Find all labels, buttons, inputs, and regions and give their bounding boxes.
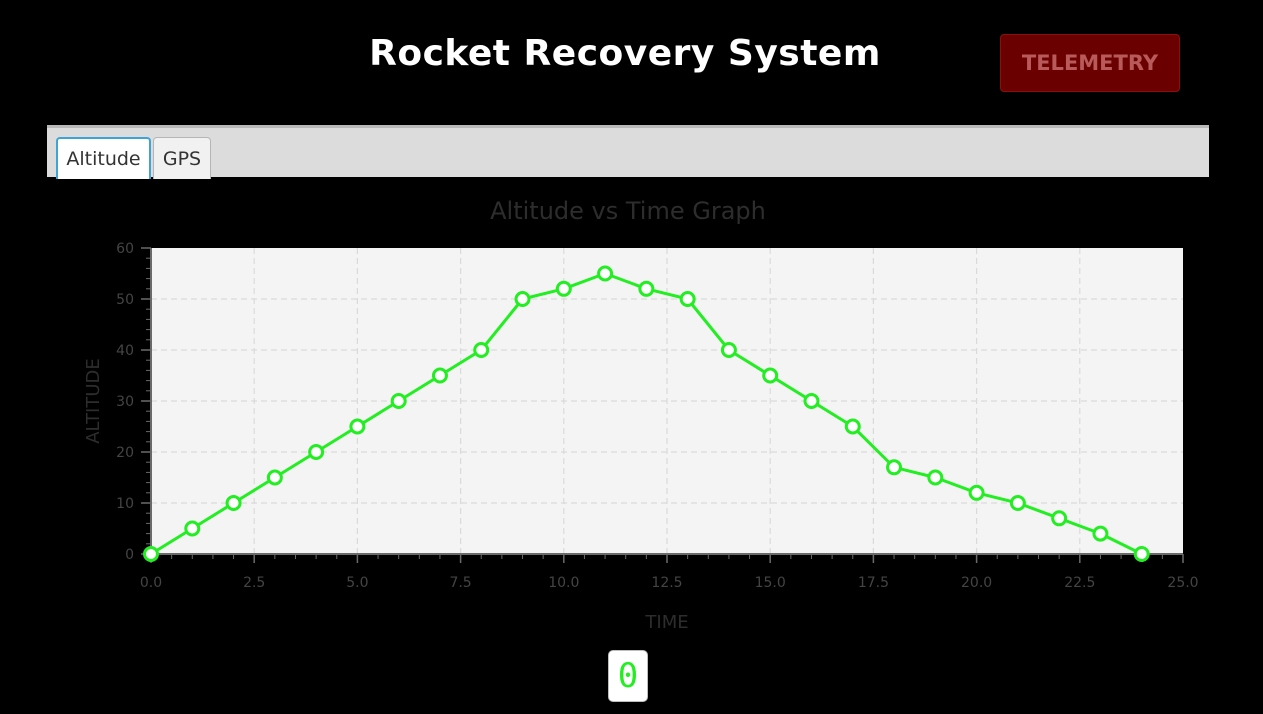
- data-point: [349, 418, 366, 435]
- y-tick-label: 0: [125, 547, 134, 563]
- x-tick-label: 10.0: [548, 575, 579, 591]
- data-point: [184, 520, 201, 537]
- counter-display: 0: [608, 650, 648, 702]
- app-title: Rocket Recovery System: [369, 33, 881, 74]
- tab-bar: Altitude GPS: [47, 125, 1209, 179]
- data-point: [143, 546, 159, 562]
- data-point: [514, 291, 531, 307]
- telemetry-button[interactable]: TELEMETRY: [1000, 34, 1180, 92]
- tab-altitude[interactable]: Altitude: [56, 137, 151, 179]
- series-altitude: [143, 265, 1150, 562]
- data-point: [1051, 510, 1068, 527]
- axes: [141, 247, 1184, 563]
- chart-title: Altitude vs Time Graph: [490, 197, 766, 225]
- x-tick-label: 15.0: [755, 575, 786, 591]
- x-tick-label: 20.0: [961, 575, 992, 591]
- x-tick-label: 5.0: [346, 575, 368, 591]
- altitude-chart: Altitude vs Time Graph 0.0 2.5 5.0 7.5 10.0 1…: [83, 197, 1199, 633]
- y-axis-label: ALTITUDE: [83, 358, 104, 444]
- data-point: [390, 393, 407, 409]
- y-tick-label: 60: [116, 241, 134, 257]
- y-tick-label: 20: [116, 445, 134, 461]
- data-point: [679, 291, 696, 307]
- x-tick-label: 25.0: [1167, 575, 1198, 591]
- data-point: [1092, 525, 1109, 542]
- data-point: [638, 280, 655, 297]
- data-point: [968, 484, 985, 501]
- data-point: [1009, 495, 1026, 511]
- x-tick-label: 17.5: [858, 575, 889, 591]
- data-point: [720, 342, 737, 358]
- y-tick-label: 50: [116, 292, 134, 308]
- data-point: [473, 342, 490, 358]
- data-point: [308, 444, 325, 460]
- x-tick-label: 22.5: [1064, 575, 1095, 591]
- data-point: [597, 265, 614, 282]
- data-point: [762, 367, 779, 384]
- data-point: [266, 469, 283, 486]
- x-tick-label: 7.5: [449, 575, 471, 591]
- tab-gps[interactable]: GPS: [153, 137, 211, 179]
- data-point: [844, 418, 861, 435]
- x-tick-label: 2.5: [243, 575, 265, 591]
- data-point: [431, 367, 448, 384]
- data-point: [927, 469, 944, 486]
- y-tick-label: 30: [116, 394, 134, 410]
- data-point: [555, 280, 572, 297]
- x-tick-label: 0.0: [140, 575, 162, 591]
- tick-labels: 0.0 2.5 5.0 7.5 10.0 12.5 15.0 17.5 20.0 22.5 25.0…: [116, 241, 1198, 591]
- data-point: [886, 459, 903, 476]
- data-point: [803, 393, 820, 409]
- x-axis-label: TIME: [644, 612, 688, 633]
- grid: [151, 248, 1183, 554]
- x-tick-label: 12.5: [651, 575, 682, 591]
- data-point: [1133, 546, 1150, 562]
- data-point: [225, 495, 242, 511]
- y-tick-label: 40: [116, 343, 134, 359]
- y-tick-label: 10: [116, 496, 134, 512]
